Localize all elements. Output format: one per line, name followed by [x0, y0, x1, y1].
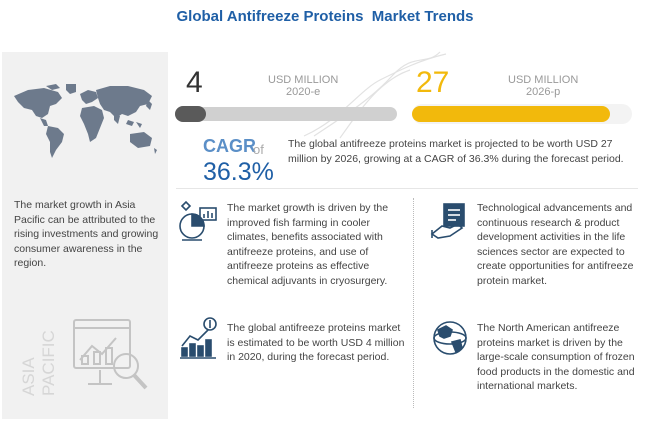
region-panel: The market growth in Asia Pacific can be… [2, 52, 168, 419]
page-title: Global Antifreeze Proteins Market Trends [176, 8, 474, 25]
unit-label-2026: USD MILLION 2026-p [508, 74, 578, 98]
unit-text-2020: USD MILLION [268, 74, 339, 86]
fact-north-america: The North American antifreeze proteins m… [477, 322, 635, 392]
section-divider [176, 188, 638, 189]
market-analysis-icon [73, 319, 148, 390]
globe-north-america-icon [433, 321, 467, 355]
progress-track-2020 [175, 107, 397, 121]
year-text-2026: 2026-p [526, 86, 561, 98]
cagr-value: 36.3% [203, 158, 274, 186]
region-label-asia-pacific: ASIA PACIFIC [19, 330, 56, 396]
unit-text-2026: USD MILLION [508, 74, 579, 86]
market-value-2020: 4 [186, 66, 203, 99]
progress-fill-2026 [412, 106, 610, 122]
region-label-line-1: ASIA [19, 357, 38, 396]
cagr-of-label: of [253, 142, 264, 157]
world-map-icon [14, 84, 157, 158]
research-development-icon [430, 203, 465, 239]
column-divider [413, 198, 414, 408]
region-label-line-2: PACIFIC [39, 330, 56, 396]
fact-technological-advancements: Technological advancements and continuou… [477, 202, 634, 287]
market-value-chart-icon [180, 317, 217, 359]
fact-market-estimate-2020: The global antifreeze proteins market is… [227, 322, 405, 363]
unit-label-2020: USD MILLION 2020-e [268, 74, 338, 98]
cagr-description: The global antifreeze proteins market is… [288, 138, 624, 165]
cagr-label: CAGR [203, 136, 256, 156]
progress-fill-2020 [175, 106, 206, 122]
region-insight-text: The market growth in Asia Pacific can be… [14, 199, 159, 269]
year-text-2020: 2020-e [286, 86, 321, 98]
fish-farming-analytics-icon [179, 200, 217, 241]
market-value-2026: 27 [416, 66, 450, 99]
fact-fish-farming: The market growth is driven by the impro… [227, 202, 389, 287]
